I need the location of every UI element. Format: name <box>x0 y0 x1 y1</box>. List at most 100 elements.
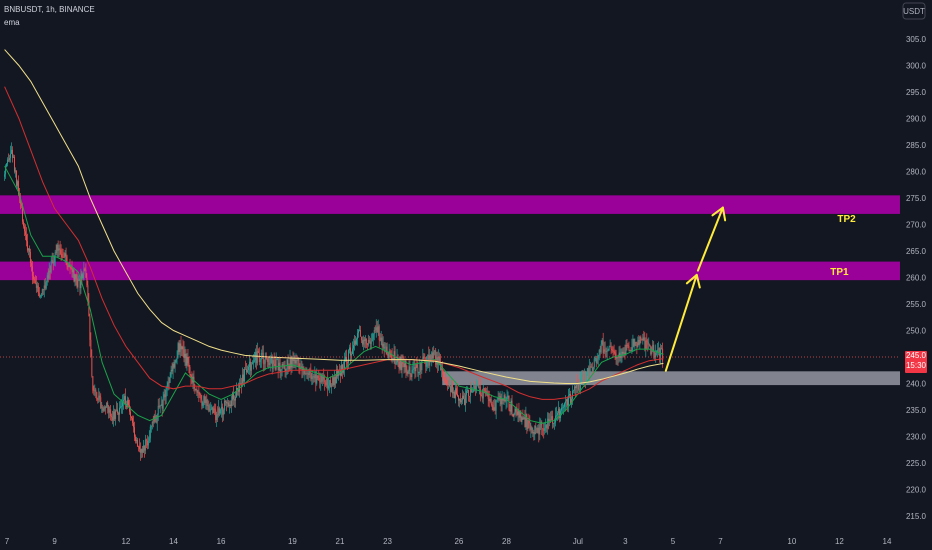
candle-body <box>478 386 480 388</box>
candle-body <box>84 269 86 270</box>
x-tick-label: 14 <box>169 537 178 546</box>
candle-body <box>506 397 508 401</box>
zone-tp2[interactable] <box>0 195 900 214</box>
candle-body <box>233 392 234 400</box>
candle-body <box>518 410 520 418</box>
candle-body <box>200 395 202 400</box>
candle-body <box>70 267 72 269</box>
candle-body <box>202 402 204 406</box>
candle-body <box>140 448 142 453</box>
candle-body <box>412 368 414 370</box>
currency-button-frame[interactable] <box>902 2 926 20</box>
candle-body <box>357 330 359 334</box>
candle-body <box>176 357 178 360</box>
candle-body <box>182 346 184 350</box>
candle-body <box>455 388 456 399</box>
candle-body <box>311 376 313 379</box>
candle-body <box>661 348 663 349</box>
candle-body <box>345 356 346 360</box>
candle-body <box>242 374 243 386</box>
candle-body <box>432 352 434 359</box>
y-tick-label: 230.0 <box>906 433 927 442</box>
candle-body <box>53 262 55 264</box>
candle-body <box>213 408 215 414</box>
candle-body <box>353 345 354 349</box>
candle-body <box>452 382 453 394</box>
candle-body <box>294 359 296 364</box>
candle-body <box>275 359 277 370</box>
time-axis[interactable]: 7 9 12 14 16 19 21 23 26 28 Jul 3 5 7 10 12 14 <box>5 537 892 546</box>
candle-body <box>375 327 377 331</box>
ema-line-ema-mid <box>4 86 664 400</box>
candle-body <box>210 409 212 410</box>
candle-body <box>259 360 261 362</box>
candle-body <box>137 446 139 448</box>
y-tick-label: 300.0 <box>906 62 927 71</box>
candle-body <box>99 395 101 398</box>
candle-body <box>161 404 163 409</box>
candle-body <box>389 351 391 354</box>
candle-body <box>488 398 490 401</box>
candle-body <box>591 367 593 371</box>
candle-body <box>603 349 605 354</box>
x-tick-label: 28 <box>502 537 511 546</box>
candle-body <box>271 357 273 369</box>
candle-body <box>654 352 656 358</box>
candle-body <box>539 425 541 435</box>
candle-body <box>405 360 407 372</box>
candle-body <box>65 253 67 257</box>
zone-tp1[interactable] <box>0 261 900 281</box>
candle-body <box>532 431 534 434</box>
candle-body <box>625 344 627 355</box>
candle-body <box>139 449 141 453</box>
candle-body <box>214 408 216 410</box>
candle-body <box>58 248 60 251</box>
candle-body <box>165 388 167 398</box>
candle-body <box>40 294 42 297</box>
candle-body <box>222 406 224 415</box>
candle-body <box>132 418 133 423</box>
candle-body <box>586 368 588 373</box>
candle-body <box>589 366 591 368</box>
candle-body <box>407 371 409 374</box>
candle-body <box>28 248 30 252</box>
candle-body <box>199 394 201 396</box>
x-tick-label: 7 <box>718 537 723 546</box>
candle-body <box>351 353 352 356</box>
candle-body <box>75 274 77 279</box>
candle-body <box>144 439 146 451</box>
candle-body <box>194 388 196 390</box>
candle-body <box>402 362 404 364</box>
currency-button-label[interactable]: USDT <box>903 7 925 16</box>
candle-body <box>122 401 123 407</box>
target-arrow <box>664 206 727 372</box>
candle-body <box>584 373 586 381</box>
candle-body <box>556 415 558 416</box>
candle-body <box>15 170 16 172</box>
zone-support[interactable] <box>442 371 900 386</box>
candle-body <box>588 367 590 379</box>
candle-body <box>146 440 148 446</box>
candle-body <box>96 392 98 400</box>
candle-body <box>342 364 343 373</box>
candle-body <box>117 409 119 413</box>
candle-body <box>156 414 158 423</box>
candle-body <box>262 352 264 364</box>
candle-body <box>630 350 632 352</box>
candle-body <box>188 363 190 368</box>
y-tick-label: 275.0 <box>906 194 927 203</box>
candle-body <box>265 357 267 360</box>
candle-body <box>82 274 84 278</box>
candle-body <box>166 387 168 389</box>
candle-body <box>564 403 565 407</box>
candle-body <box>365 338 367 344</box>
candle-body <box>408 366 410 372</box>
currency-button[interactable]: USDT <box>902 2 926 20</box>
candle-body <box>78 279 80 281</box>
candle-body <box>264 357 266 364</box>
arrow-head-upper <box>711 206 727 222</box>
candle-body <box>76 278 78 288</box>
candle-body <box>23 226 25 232</box>
